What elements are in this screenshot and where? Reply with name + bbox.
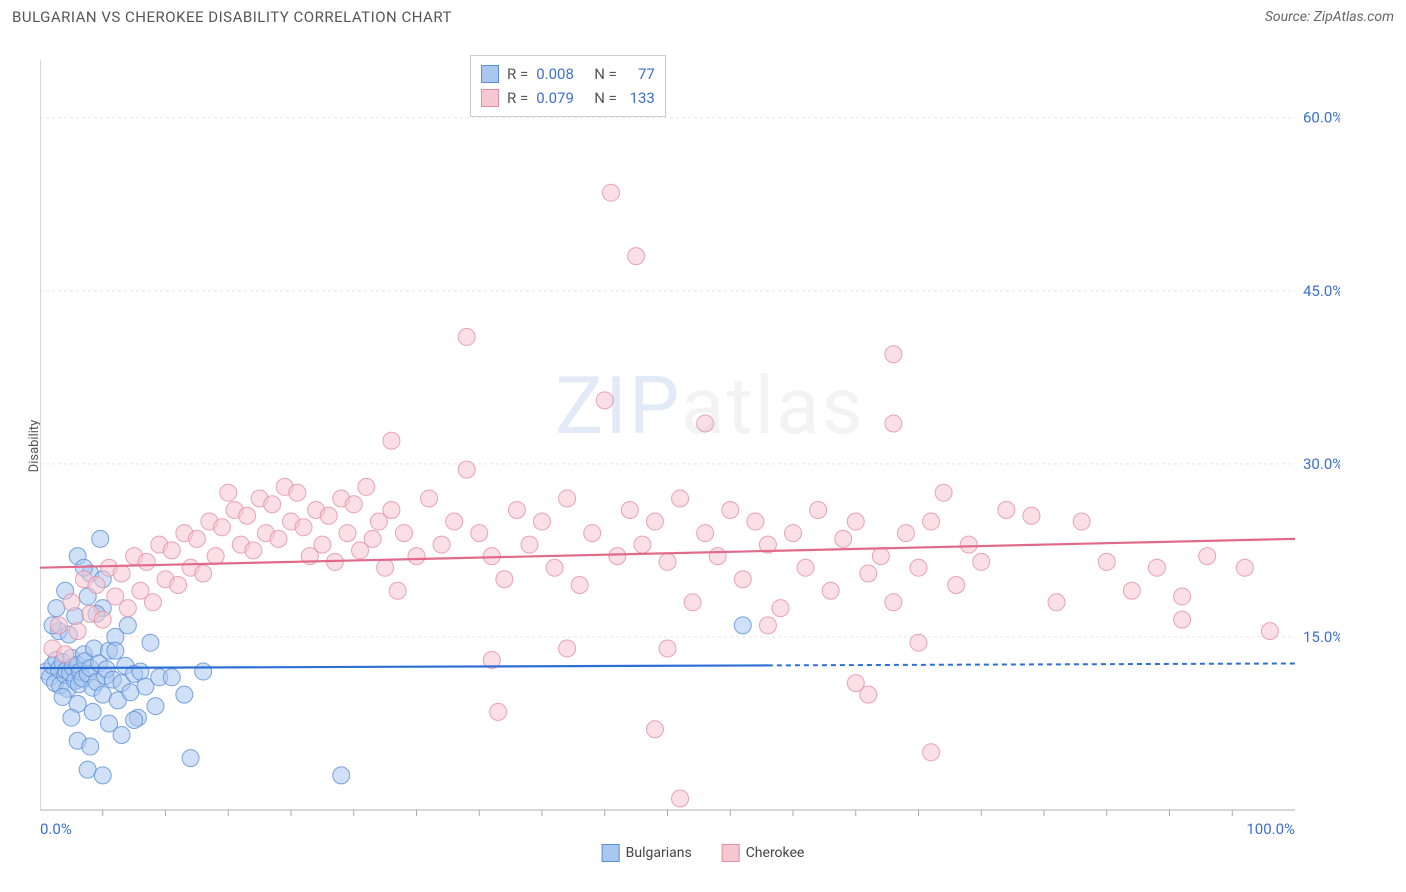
legend-bottom: Bulgarians Cherokee [602,844,805,862]
svg-text:100.0%: 100.0% [1246,820,1295,838]
stats-swatch [481,89,499,107]
stats-row: R =0.008N =77 [481,62,655,86]
stats-row: R =0.079N =133 [481,86,655,110]
svg-text:45.0%: 45.0% [1303,282,1340,300]
chart-container: 15.0%30.0%45.0%60.0%0.0%100.0% ZIPatlas … [40,50,1380,840]
legend-item-1: Bulgarians [602,844,692,862]
legend-label-1: Bulgarians [626,845,692,861]
source-label: Source: ZipAtlas.com [1265,9,1394,25]
legend-swatch-2 [722,844,740,862]
svg-text:60.0%: 60.0% [1303,109,1340,127]
legend-item-2: Cherokee [722,844,805,862]
stats-swatch [481,65,499,83]
stats-legend-box: R =0.008N =77R =0.079N =133 [470,55,666,117]
svg-text:30.0%: 30.0% [1303,455,1340,473]
legend-swatch-1 [602,844,620,862]
svg-text:15.0%: 15.0% [1303,628,1340,646]
legend-label-2: Cherokee [746,845,805,861]
chart-title: BULGARIAN VS CHEROKEE DISABILITY CORRELA… [12,8,452,26]
svg-text:0.0%: 0.0% [40,820,72,838]
scatter-chart: 15.0% 30.0% 45.0% 60.0% 0.0% 100.0% [40,50,1340,850]
chart-header: BULGARIAN VS CHEROKEE DISABILITY CORRELA… [0,0,1406,30]
